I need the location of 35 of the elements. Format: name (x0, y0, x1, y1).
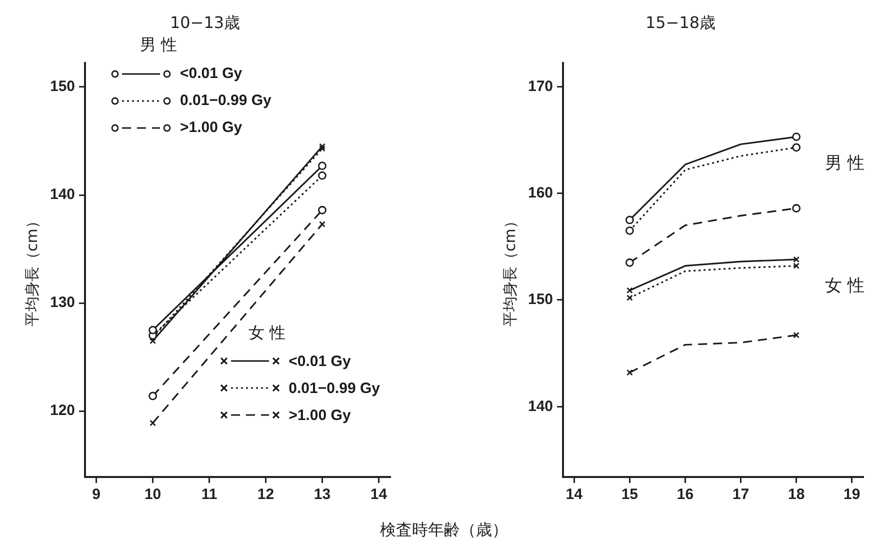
y-tick-label: 140 (528, 398, 554, 415)
annotation: 女 性 (825, 276, 864, 296)
legend-label: <0.01 Gy (180, 65, 242, 82)
legend-label: >1.00 Gy (180, 119, 242, 136)
legend-label: 0.01−0.99 Gy (288, 380, 380, 397)
y-tick-label: 120 (50, 402, 76, 420)
legend-label: >1.00 Gy (288, 406, 351, 424)
x-tick-label: 18 (788, 486, 805, 504)
y-tick-label: 150 (528, 291, 554, 308)
x-axis-title: 検査時年齢（歳） (379, 520, 509, 541)
x-tick-label: 13 (314, 486, 331, 504)
x-tick-label: 17 (732, 486, 750, 504)
x-tick-label: 19 (844, 486, 860, 504)
x-tick-label: 11 (201, 486, 218, 504)
x-tick-label: 10 (144, 486, 162, 504)
y-axis-title: 平均身長（cm） (500, 214, 519, 327)
y-axis-title: 平均身長（cm） (22, 214, 41, 327)
text: 男 性 (140, 35, 178, 56)
x-tick-label: 14 (566, 486, 584, 504)
x-tick-label: 12 (257, 486, 274, 504)
chart-title: 15−18歳 (645, 12, 716, 32)
y-tick-label: 140 (50, 186, 76, 204)
chart-title: 10−13歳 (170, 12, 240, 32)
y-tick-label: 150 (50, 78, 76, 96)
x-tick-label: 14 (370, 486, 388, 504)
x-tick-label: 16 (676, 486, 694, 504)
legend-label: 0.01−0.99 Gy (180, 92, 272, 110)
y-tick-label: 160 (528, 184, 554, 202)
y-tick-label: 170 (528, 78, 554, 95)
x-tick-label: 9 (92, 486, 100, 504)
legend-label: <0.01 Gy (288, 352, 351, 370)
x-tick-label: 15 (621, 486, 638, 504)
y-tick-label: 130 (50, 294, 76, 312)
annotation: 女 性 (248, 322, 287, 344)
annotation: 男 性 (825, 154, 864, 174)
